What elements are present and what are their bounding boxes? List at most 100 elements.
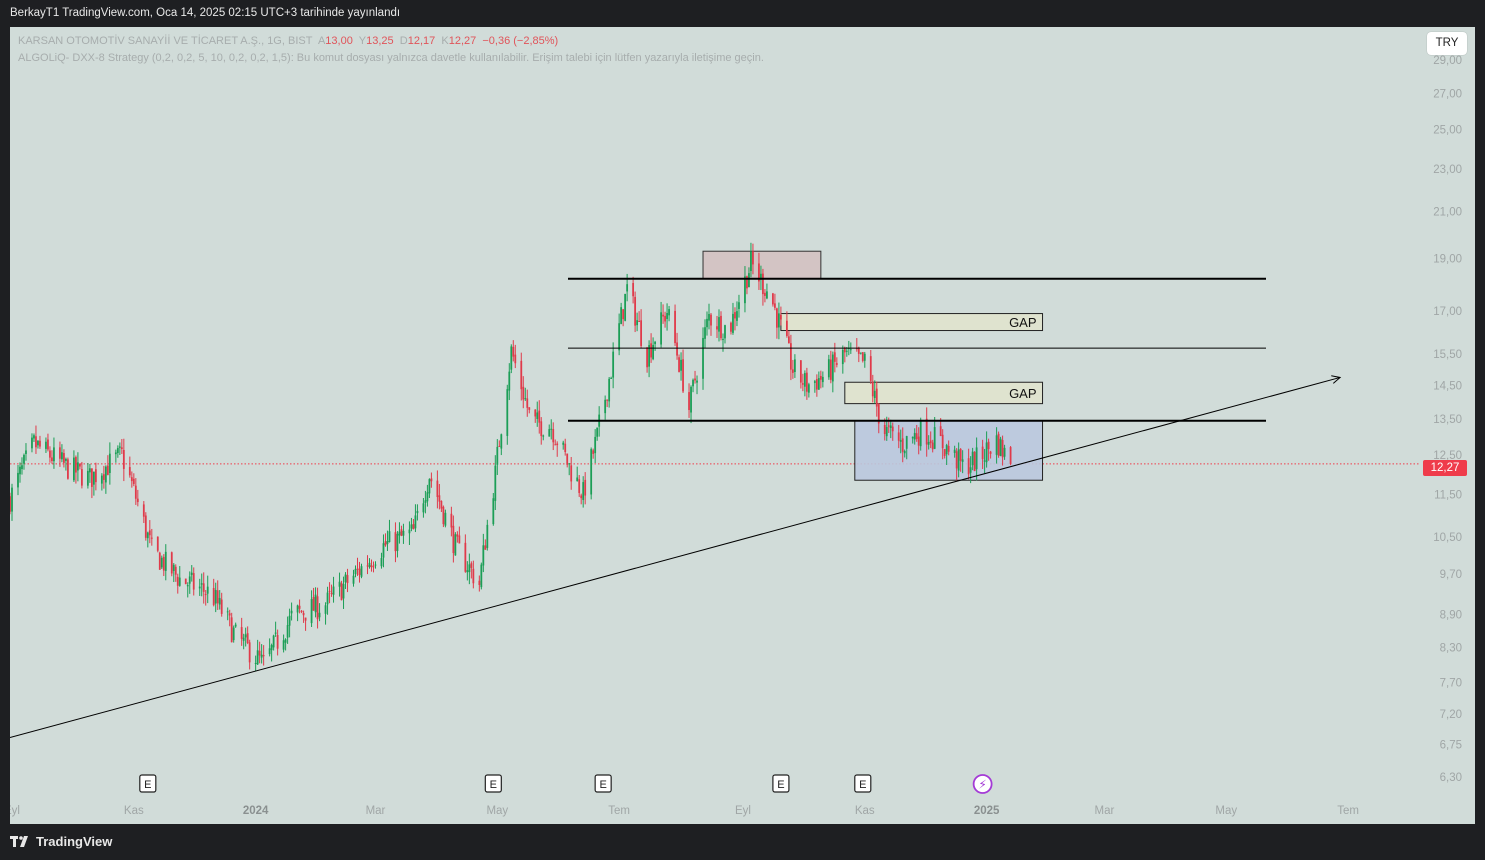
candle-body [596,427,599,437]
symbol-name[interactable]: KARSAN OTOMOTİV SANAYİİ VE TİCARET A.Ş.,… [18,35,313,47]
candle-body [230,617,233,643]
candle-body [398,531,401,536]
candle-body [352,575,355,584]
strategy-legend[interactable]: ALGOLiQ- DXX-8 Strategy (0,2, 0,2, 5, 10… [18,52,764,64]
footer[interactable]: TradingView [10,834,112,849]
candle-body [564,443,567,452]
candle-body [330,592,333,594]
candle-body [228,613,231,616]
candle-body [470,563,473,568]
candle-body [682,359,684,392]
open-label: A [317,35,326,47]
candle-body [522,386,525,400]
candle-body [660,312,662,345]
candle-body [570,465,573,482]
candle-body [21,465,23,470]
candle-body [77,462,79,471]
candle-body [326,592,329,605]
flash-event-icon[interactable] [972,774,993,794]
candle-body [102,474,105,480]
candle-body [640,320,643,346]
candle-body [584,479,587,496]
candle-body [172,564,175,572]
candle-body [472,568,475,584]
candle-body [969,467,972,473]
gap-zone[interactable] [844,381,1044,405]
candle-body [116,448,119,454]
candle-body [188,576,191,584]
candle-body [827,359,830,378]
candle-body [793,359,796,373]
candle-body [917,436,920,446]
candle-body [975,447,978,470]
candle-body [997,433,1000,456]
candle-body [807,384,810,393]
candle-body [332,586,335,595]
candle-body [791,369,794,373]
change-value: −0,36 (−2,85%) [482,35,559,47]
high-value: 13,25 [366,35,394,47]
candle-body [142,504,145,517]
candle-body [274,632,277,634]
candle-body [680,359,682,371]
candle-body [676,342,678,356]
candle-body [118,446,121,448]
candle-body [424,500,427,503]
tradingview-logo-icon [10,835,28,847]
candle-body [338,581,341,587]
candle-body [710,314,712,326]
candle-body [556,443,559,446]
candle-body [730,322,732,332]
candle-body [132,478,135,484]
x-tick-label: May [1215,805,1237,817]
candle-body [528,407,531,410]
candle-body [903,451,906,454]
candle-body [724,325,726,339]
candle-body [568,463,571,465]
candle-body [384,541,387,546]
candle-body [943,449,946,456]
candle-body [178,577,181,586]
candle-body [524,398,527,400]
candle-body [578,479,581,493]
earnings-marker-icon[interactable] [772,774,790,793]
candle-body [88,468,91,473]
candle-body [456,534,459,537]
earnings-marker-icon[interactable] [139,774,157,793]
candle-body [45,441,47,449]
candle-body [498,445,501,447]
candle-body [130,477,133,482]
chart-frame[interactable]: 6,30 6,75 7,20 7,70 8,30 8,90 9,70 10,50 11,50 12… [10,27,1475,824]
candle-body [450,513,453,528]
trendline[interactable] [10,376,1341,739]
candle-body [464,542,467,572]
candle-body [190,572,193,575]
candle-body [662,314,664,317]
candle-body [192,573,195,590]
resistance-box[interactable] [702,250,822,280]
candle-body [506,389,509,436]
earnings-marker-icon[interactable] [484,774,502,793]
currency-button[interactable]: TRY [1427,32,1467,55]
candle-body [897,432,900,441]
x-tick-label: 2025 [974,805,1000,817]
candle-body [328,590,331,592]
candle-body [108,453,111,473]
candle-body [758,263,760,282]
gap-zone[interactable] [780,313,1044,332]
candle-body [690,386,692,413]
candle-body [514,354,517,364]
candle-body [694,378,696,381]
candle-body [220,599,223,614]
candle-body [458,535,461,544]
x-tick-label: May [486,805,508,817]
candle-body [23,454,25,464]
candle-body [412,524,415,530]
candle-body [835,363,838,365]
earnings-marker-icon[interactable] [594,774,612,793]
candle-body [90,468,93,487]
earnings-marker-icon[interactable] [854,774,872,793]
candle-body [344,574,347,583]
candle-body [931,442,934,450]
price-chart[interactable]: 6,30 6,75 7,20 7,70 8,30 8,90 9,70 10,50 11,50 12… [10,27,1475,824]
